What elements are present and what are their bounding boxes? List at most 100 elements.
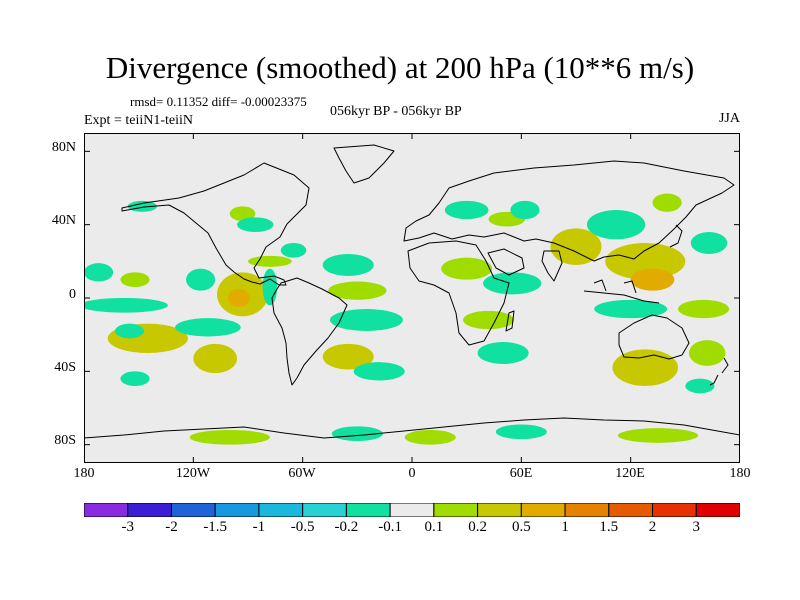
coastline-greenland bbox=[333, 144, 395, 184]
colorbar-box-13 bbox=[652, 503, 697, 517]
lat-label-40s: 40S bbox=[54, 360, 76, 375]
rmsd-diff-stats: rmsd= 0.11352 diff= -0.00023375 bbox=[130, 94, 307, 109]
divergence-anomaly-42 bbox=[404, 430, 456, 445]
coastline-south-america bbox=[271, 277, 348, 386]
divergence-anomaly-43 bbox=[495, 424, 547, 440]
period-label: 056kyr BP - 056kyr BP bbox=[330, 104, 462, 119]
colorbar-label-1: -2 bbox=[165, 519, 178, 535]
divergence-anomaly-18 bbox=[328, 281, 387, 300]
map-title: Divergence (smoothed) at 200 hPa (10**6 … bbox=[105, 50, 695, 85]
divergence-anomaly-4 bbox=[248, 255, 292, 267]
colorbar-label-0: -3 bbox=[121, 519, 134, 535]
divergence-anomaly-14 bbox=[175, 318, 241, 337]
divergence-anomaly-19 bbox=[330, 309, 403, 331]
lon-label-120e: 120E bbox=[615, 466, 645, 481]
divergence-anomaly-11 bbox=[84, 298, 168, 313]
colorbar-label-5: -0.2 bbox=[334, 519, 359, 535]
coastline-madagascar bbox=[505, 310, 515, 332]
divergence-anomaly-37 bbox=[612, 349, 679, 386]
colorbar-label-10: 1 bbox=[561, 519, 569, 535]
lat-label-80n: 80N bbox=[51, 140, 76, 155]
colorbar-box-11 bbox=[564, 503, 610, 517]
lon-label-120w: 120W bbox=[175, 466, 211, 481]
divergence-anomaly-27 bbox=[463, 310, 515, 330]
experiment-label: Expt = teiiN1-teiiN bbox=[84, 113, 193, 128]
divergence-anomaly-24 bbox=[510, 200, 540, 220]
colorbar-box-9 bbox=[477, 503, 522, 517]
colorbar-label-13: 3 bbox=[692, 519, 701, 535]
divergence-anomaly-17 bbox=[322, 254, 374, 276]
map-background bbox=[84, 133, 740, 463]
coastline-antarctica bbox=[84, 417, 740, 439]
divergence-anomaly-35 bbox=[690, 232, 728, 254]
colorbar-label-11: 1.5 bbox=[599, 519, 619, 535]
coastline-india bbox=[541, 250, 563, 282]
divergence-anomaly-21 bbox=[353, 362, 405, 381]
colorbar-box-12 bbox=[608, 503, 654, 517]
coastline-north-america bbox=[121, 162, 310, 286]
lon-label-180e: 180 bbox=[729, 466, 751, 481]
divergence-anomaly-29 bbox=[550, 228, 602, 265]
coastline-japan bbox=[669, 224, 683, 248]
divergence-anomaly-36 bbox=[678, 299, 730, 319]
divergence-anomaly-38 bbox=[688, 340, 726, 366]
colorbar-label-2: -1.5 bbox=[203, 519, 228, 535]
divergence-anomaly-9 bbox=[227, 288, 250, 308]
lon-label-0: 0 bbox=[408, 466, 416, 481]
lat-label-eq: 0 bbox=[69, 287, 76, 302]
divergence-anomaly-13 bbox=[114, 323, 145, 339]
colorbar-box-6 bbox=[345, 503, 391, 517]
coastlines bbox=[84, 144, 740, 439]
divergence-anomaly-39 bbox=[685, 378, 715, 394]
colorbar-box-14 bbox=[695, 503, 740, 517]
coastline-eurasia bbox=[403, 160, 735, 262]
divergence-field bbox=[84, 193, 730, 445]
colorbar-label-8: 0.2 bbox=[468, 519, 487, 535]
map-ticks bbox=[84, 133, 740, 463]
colorbar-box-7 bbox=[389, 503, 435, 517]
colorbar-box-1 bbox=[127, 503, 172, 517]
divergence-anomaly-34 bbox=[652, 193, 682, 212]
divergence-anomaly-5 bbox=[84, 263, 114, 282]
colorbar-box-8 bbox=[433, 503, 479, 517]
lon-label-180w: 180 bbox=[73, 466, 95, 481]
coastline-arabia bbox=[487, 248, 525, 276]
divergence-map bbox=[84, 133, 740, 463]
divergence-anomaly-15 bbox=[193, 343, 238, 374]
divergence-anomaly-41 bbox=[331, 426, 383, 441]
divergence-anomaly-2 bbox=[237, 217, 274, 232]
colorbar-label-3: -1 bbox=[252, 519, 266, 535]
colorbar-box-3 bbox=[214, 503, 260, 517]
coastline-new-zealand bbox=[709, 357, 729, 386]
lon-label-60e: 60E bbox=[509, 466, 533, 481]
colorbar-label-4: -0.5 bbox=[290, 519, 315, 535]
coastline-africa bbox=[407, 240, 510, 346]
divergence-anomaly-1 bbox=[229, 206, 256, 221]
colorbar-box-4 bbox=[258, 503, 304, 517]
divergence-anomaly-44 bbox=[617, 428, 699, 443]
colorbar-box-10 bbox=[520, 503, 566, 517]
divergence-anomaly-6 bbox=[120, 272, 150, 287]
coastline-indonesia bbox=[583, 279, 660, 304]
divergence-anomaly-26 bbox=[483, 272, 542, 295]
lon-label-60w: 60W bbox=[288, 466, 316, 481]
divergence-anomaly-3 bbox=[280, 243, 307, 258]
lat-label-40n: 40N bbox=[51, 213, 76, 228]
colorbar-label-9: 0.5 bbox=[511, 519, 531, 535]
divergence-anomaly-32 bbox=[630, 268, 675, 291]
divergence-anomaly-33 bbox=[594, 299, 668, 319]
season-label: JJA bbox=[718, 111, 740, 126]
divergence-anomaly-30 bbox=[586, 210, 646, 240]
colorbar-label-7: 0.1 bbox=[424, 519, 444, 535]
colorbar-box-0 bbox=[84, 503, 129, 517]
divergence-anomaly-28 bbox=[477, 342, 529, 364]
coastline-australia bbox=[618, 314, 690, 360]
colorbar-label-6: -0.1 bbox=[378, 519, 402, 535]
divergence-anomaly-25 bbox=[441, 257, 493, 280]
divergence-anomaly-31 bbox=[605, 243, 686, 280]
divergence-anomaly-10 bbox=[262, 268, 278, 306]
colorbar-label-12: 2 bbox=[648, 519, 657, 535]
colorbar-box-5 bbox=[302, 503, 347, 517]
colorbar bbox=[84, 503, 740, 517]
divergence-anomaly-16 bbox=[120, 371, 150, 386]
